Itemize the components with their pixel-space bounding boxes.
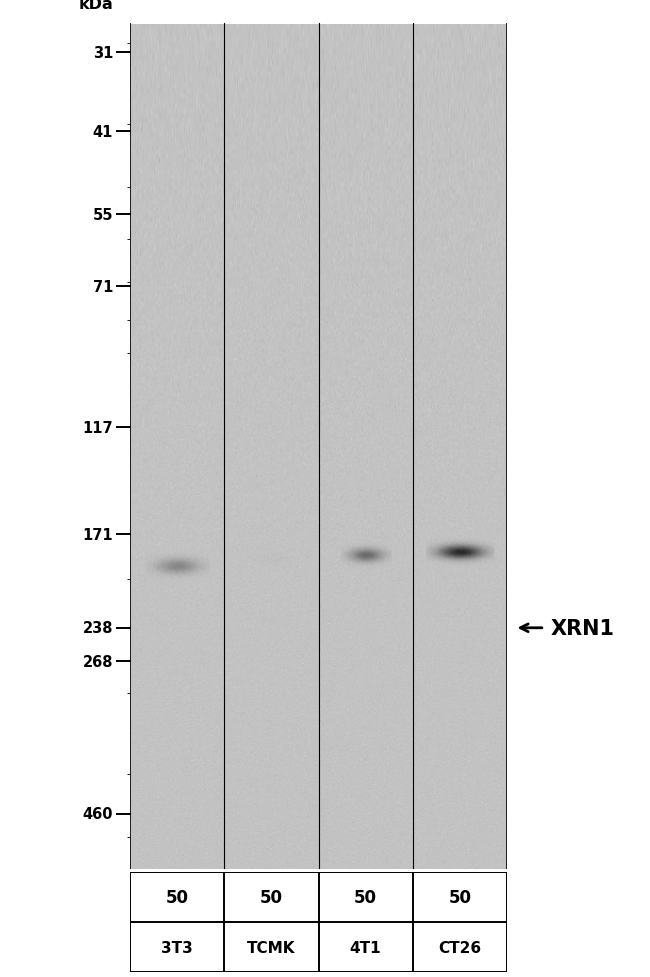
Text: 117: 117 (83, 420, 113, 436)
Text: 238: 238 (83, 620, 113, 636)
Text: 50: 50 (260, 888, 283, 907)
Text: 55: 55 (92, 207, 113, 223)
Text: XRN1: XRN1 (551, 618, 614, 638)
Text: 71: 71 (93, 279, 113, 294)
Text: 50: 50 (448, 888, 471, 907)
Text: 3T3: 3T3 (161, 940, 193, 955)
Text: TCMK: TCMK (247, 940, 296, 955)
Text: 41: 41 (93, 124, 113, 140)
Text: 171: 171 (83, 528, 113, 542)
Text: 4T1: 4T1 (350, 940, 382, 955)
Text: 31: 31 (93, 46, 113, 61)
Text: 50: 50 (354, 888, 377, 907)
Text: 50: 50 (166, 888, 188, 907)
Text: 268: 268 (83, 655, 113, 669)
Text: 460: 460 (83, 807, 113, 822)
Text: CT26: CT26 (438, 940, 482, 955)
Text: kDa: kDa (78, 0, 113, 12)
